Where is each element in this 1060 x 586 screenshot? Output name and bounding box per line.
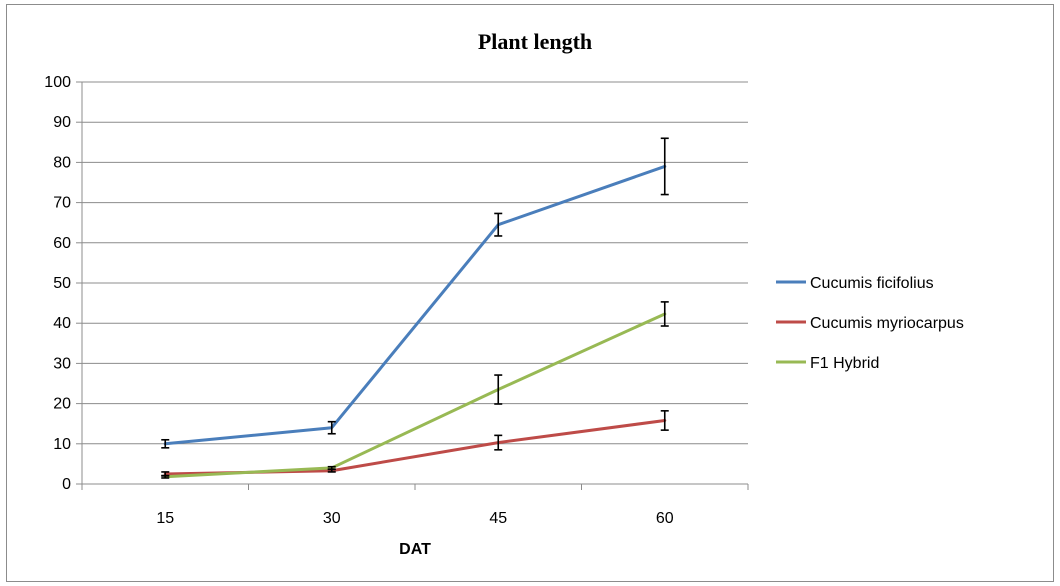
error-bar <box>660 410 669 431</box>
x-axis-label: DAT <box>399 541 431 558</box>
y-tick-label: 60 <box>53 235 71 252</box>
y-tick-label: 30 <box>53 355 71 372</box>
error-bar <box>660 137 669 196</box>
error-bar <box>161 474 170 479</box>
y-tick-label: 50 <box>53 275 71 292</box>
error-bar <box>494 434 503 451</box>
y-axis-ticks: 0 10 20 30 40 50 60 70 80 90 100 <box>44 74 82 493</box>
chart-title: Plant length <box>478 29 592 54</box>
series-line-2 <box>163 312 667 479</box>
chart-frame <box>6 4 1054 582</box>
y-tick-label: 10 <box>53 436 71 453</box>
legend-item: Cucumis myriocarpus <box>776 315 964 332</box>
error-bar <box>161 438 170 449</box>
error-bar <box>327 420 336 435</box>
x-tick-label: 15 <box>156 510 174 527</box>
x-tick-label: 45 <box>489 510 507 527</box>
y-tick-label: 100 <box>44 74 71 91</box>
y-tick-label: 90 <box>53 114 71 131</box>
series-line-0 <box>163 164 667 446</box>
legend-label: Cucumis ficifolius <box>810 275 934 292</box>
error-bar <box>494 374 503 405</box>
legend-item: Cucumis ficifolius <box>776 275 934 292</box>
x-tick-label: 60 <box>656 510 674 527</box>
legend-label: F1 Hybrid <box>810 355 879 372</box>
legend-label: Cucumis myriocarpus <box>810 315 964 332</box>
y-tick-label: 80 <box>53 154 71 171</box>
y-tick-label: 70 <box>53 195 71 212</box>
y-tick-label: 20 <box>53 396 71 413</box>
x-axis-ticks: 15 30 45 60 <box>81 484 749 527</box>
error-bar <box>660 301 669 327</box>
gridlines <box>82 81 748 445</box>
series-group <box>163 164 667 479</box>
error-bars <box>161 137 669 479</box>
legend: Cucumis ficifolius Cucumis myriocarpus F1 … <box>776 275 964 372</box>
error-bar <box>494 212 503 237</box>
x-tick-label: 30 <box>323 510 341 527</box>
y-tick-label: 40 <box>53 315 71 332</box>
legend-item: F1 Hybrid <box>776 355 879 372</box>
error-bar <box>327 465 336 470</box>
y-tick-label: 0 <box>62 476 71 493</box>
